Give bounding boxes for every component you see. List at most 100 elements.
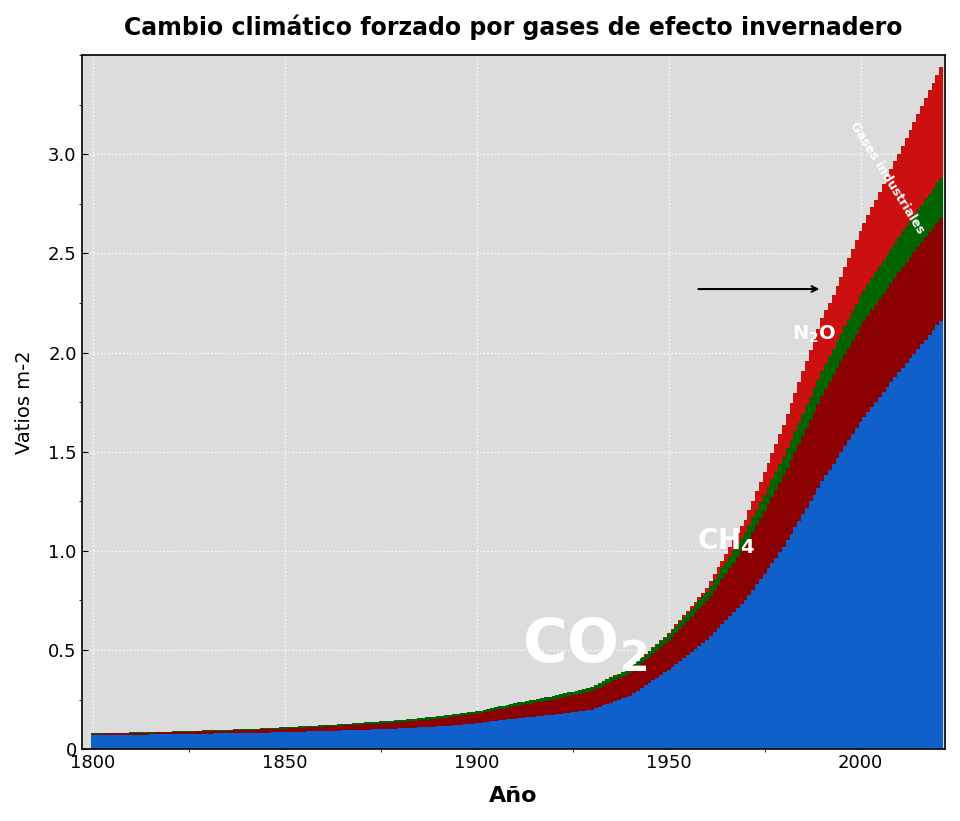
Bar — [828, 303, 831, 356]
Bar — [210, 731, 214, 733]
Bar — [414, 721, 418, 727]
Bar — [268, 729, 272, 732]
Bar — [406, 719, 410, 722]
Bar — [479, 723, 483, 750]
Bar — [686, 655, 690, 750]
Bar — [556, 714, 560, 750]
Bar — [418, 718, 421, 720]
Bar — [233, 733, 237, 750]
Bar — [900, 145, 904, 232]
Bar — [502, 705, 506, 709]
Bar — [629, 695, 633, 750]
Bar — [935, 325, 939, 750]
Bar — [617, 699, 621, 750]
Bar — [114, 733, 118, 735]
Bar — [525, 718, 529, 750]
Bar — [758, 502, 762, 518]
Bar — [924, 340, 927, 750]
Bar — [621, 699, 625, 750]
Bar — [778, 553, 781, 750]
Bar — [418, 727, 421, 750]
Bar — [717, 574, 721, 585]
Bar — [789, 403, 793, 439]
Bar — [479, 713, 483, 723]
Bar — [732, 550, 736, 562]
Bar — [812, 339, 816, 388]
Bar — [130, 733, 133, 735]
Bar — [444, 715, 448, 718]
Bar — [736, 557, 739, 608]
Bar — [337, 724, 341, 726]
Bar — [602, 705, 606, 750]
Bar — [660, 641, 663, 648]
Bar — [425, 718, 429, 719]
Bar — [854, 304, 858, 333]
Bar — [91, 736, 95, 750]
Bar — [548, 697, 552, 700]
Bar — [329, 727, 333, 731]
Bar — [706, 588, 709, 592]
Bar — [383, 721, 387, 723]
Bar — [514, 718, 517, 750]
Bar — [828, 470, 831, 750]
Bar — [529, 704, 533, 717]
Bar — [468, 713, 471, 715]
Bar — [348, 730, 352, 750]
Bar — [927, 335, 931, 750]
Bar — [713, 574, 717, 580]
Bar — [835, 369, 839, 457]
Bar — [843, 355, 847, 446]
Bar — [877, 300, 881, 397]
Bar — [552, 714, 556, 750]
Bar — [816, 328, 820, 380]
Bar — [667, 635, 671, 641]
Bar — [808, 350, 812, 397]
Bar — [920, 204, 924, 242]
Bar — [671, 637, 675, 667]
Bar — [831, 296, 835, 349]
Bar — [625, 670, 629, 675]
Bar — [931, 189, 935, 227]
Bar — [506, 708, 510, 719]
Bar — [721, 561, 725, 568]
Bar — [679, 621, 683, 629]
Bar — [613, 701, 617, 750]
Bar — [904, 262, 908, 363]
Bar — [797, 423, 801, 444]
Bar — [276, 729, 279, 732]
Bar — [594, 709, 598, 750]
Bar — [375, 722, 379, 723]
Bar — [533, 699, 537, 703]
Bar — [793, 392, 797, 431]
Bar — [889, 169, 893, 249]
Bar — [893, 378, 897, 750]
Bar — [252, 730, 256, 733]
Bar — [141, 735, 145, 750]
Bar — [564, 713, 567, 750]
Bar — [755, 525, 758, 585]
Bar — [579, 711, 583, 750]
Bar — [812, 412, 816, 494]
Bar — [475, 723, 479, 750]
Bar — [345, 731, 348, 750]
Bar — [483, 713, 487, 722]
Bar — [91, 734, 95, 736]
Bar — [770, 479, 774, 497]
Bar — [544, 701, 548, 715]
Bar — [471, 714, 475, 724]
Bar — [537, 699, 540, 702]
Bar — [885, 255, 889, 288]
Bar — [686, 611, 690, 613]
Bar — [660, 648, 663, 675]
Bar — [583, 710, 587, 750]
Bar — [575, 690, 579, 695]
Bar — [252, 733, 256, 750]
Bar — [663, 644, 667, 672]
Bar — [820, 397, 824, 481]
Bar — [785, 468, 789, 540]
Bar — [145, 735, 149, 750]
Bar — [828, 383, 831, 470]
Bar — [521, 702, 525, 705]
Bar — [758, 518, 762, 579]
Bar — [927, 232, 931, 335]
